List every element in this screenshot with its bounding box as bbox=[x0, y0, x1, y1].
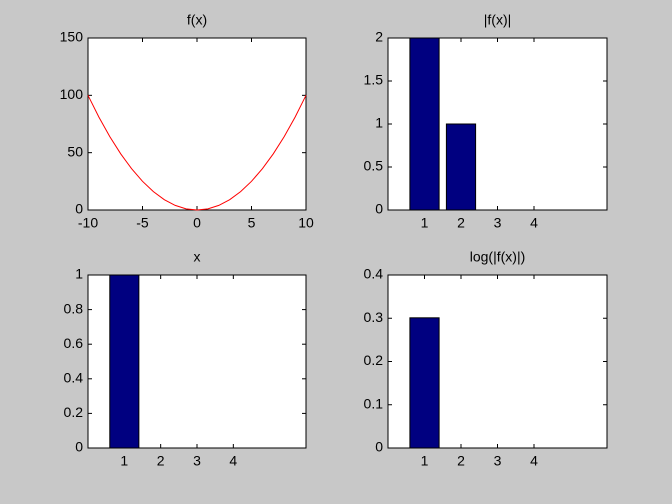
subplot-title: x bbox=[194, 249, 201, 265]
subplot-title: |f(x)| bbox=[484, 12, 512, 28]
y-tick-label: 0.8 bbox=[64, 300, 84, 316]
y-tick-label: 0.3 bbox=[364, 309, 384, 325]
x-tick-label: 3 bbox=[494, 215, 502, 231]
y-tick-label: 0.4 bbox=[364, 266, 384, 282]
x-tick-label: -5 bbox=[136, 215, 149, 231]
y-tick-label: 150 bbox=[60, 29, 84, 45]
y-tick-label: 100 bbox=[60, 86, 84, 102]
y-tick-label: 0.2 bbox=[364, 352, 384, 368]
bar bbox=[445, 123, 477, 211]
bar bbox=[409, 317, 440, 449]
x-tick-label: 3 bbox=[193, 453, 201, 469]
plot-area bbox=[87, 37, 307, 211]
x-tick-label: 2 bbox=[457, 215, 465, 231]
x-tick-label: 10 bbox=[298, 215, 314, 231]
x-tick-label: 5 bbox=[248, 215, 256, 231]
y-tick-label: 0 bbox=[75, 439, 83, 455]
x-tick-label: 4 bbox=[530, 215, 538, 231]
x-tick-label: 0 bbox=[193, 215, 201, 231]
y-tick-label: 0.5 bbox=[364, 158, 384, 174]
x-tick-label: 4 bbox=[530, 453, 538, 469]
y-tick-label: 0.2 bbox=[64, 404, 84, 420]
y-tick-label: 2 bbox=[375, 29, 383, 45]
y-tick-label: 0 bbox=[375, 201, 383, 217]
y-tick-label: 1 bbox=[75, 266, 83, 282]
x-tick-label: 1 bbox=[421, 453, 429, 469]
x-tick-label: 3 bbox=[494, 453, 502, 469]
x-tick-label: 2 bbox=[157, 453, 165, 469]
y-tick-label: 0 bbox=[375, 439, 383, 455]
y-tick-label: 0 bbox=[75, 201, 83, 217]
y-tick-label: 50 bbox=[67, 143, 83, 159]
y-tick-label: 1.5 bbox=[364, 72, 384, 88]
bar bbox=[409, 37, 440, 211]
x-tick-label: 1 bbox=[421, 215, 429, 231]
x-tick-label: 2 bbox=[457, 453, 465, 469]
x-tick-label: 1 bbox=[120, 453, 128, 469]
curve bbox=[87, 95, 307, 211]
x-tick-label: 4 bbox=[229, 453, 237, 469]
y-tick-label: 0.4 bbox=[64, 370, 84, 386]
subplot-title: f(x) bbox=[187, 12, 207, 28]
y-tick-label: 0.6 bbox=[64, 335, 84, 351]
y-tick-label: 0.1 bbox=[364, 395, 384, 411]
subplot-title: log(|f(x)|) bbox=[470, 249, 526, 265]
y-tick-label: 1 bbox=[375, 115, 383, 131]
bar bbox=[109, 274, 140, 449]
x-tick-label: -10 bbox=[78, 215, 98, 231]
